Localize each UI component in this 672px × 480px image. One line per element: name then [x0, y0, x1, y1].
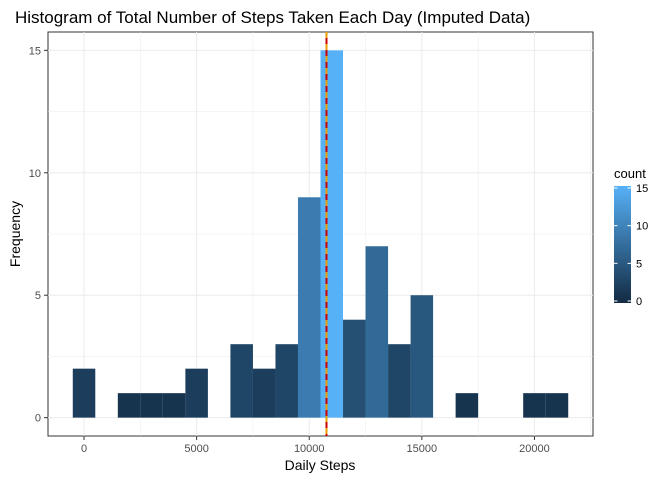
histogram-bar: [410, 295, 434, 418]
legend-colorbar: [614, 186, 631, 303]
x-tick-label: 5000: [184, 443, 208, 455]
legend-ticks: 0 5 10 15: [614, 183, 648, 308]
bars: [72, 50, 569, 418]
y-tick-label: 0: [35, 413, 41, 425]
histogram-bar: [230, 344, 253, 418]
legend-tick-label: 10: [636, 221, 648, 233]
x-tick-label: 15000: [407, 443, 438, 455]
histogram-bar: [252, 368, 276, 418]
histogram-bar: [455, 393, 479, 418]
histogram-bar: [365, 246, 389, 418]
y-axis-label: Frequency: [7, 201, 23, 267]
legend-tick-label: 5: [636, 258, 642, 270]
chart-title: Histogram of Total Number of Steps Taken…: [15, 8, 530, 27]
y-tick-label: 5: [35, 290, 41, 302]
histogram-bar: [275, 344, 298, 418]
histogram-bar: [140, 393, 163, 418]
histogram-bar: [320, 50, 344, 418]
y-axis: 0 5 10 15: [29, 45, 48, 425]
histogram-bar: [72, 368, 96, 418]
legend-title: count: [614, 166, 646, 181]
x-axis: 0 5000 10000 15000 20000: [81, 436, 550, 455]
histogram-bar: [523, 393, 546, 418]
legend: count 0 5 10 15: [614, 166, 648, 308]
histogram-bar: [162, 393, 186, 418]
histogram-bar: [388, 344, 411, 418]
y-tick-label: 15: [29, 45, 41, 57]
histogram-bar: [343, 319, 366, 418]
legend-tick-label: 15: [636, 183, 648, 195]
x-tick-label: 10000: [294, 443, 325, 455]
x-tick-label: 20000: [519, 443, 550, 455]
histogram-bar: [117, 393, 141, 418]
histogram-bar: [185, 368, 208, 418]
y-tick-label: 10: [29, 168, 41, 180]
x-axis-label: Daily Steps: [285, 457, 356, 473]
histogram-bar: [297, 197, 321, 418]
x-tick-label: 0: [81, 443, 87, 455]
histogram-bar: [545, 393, 569, 418]
legend-tick-label: 0: [636, 296, 642, 308]
